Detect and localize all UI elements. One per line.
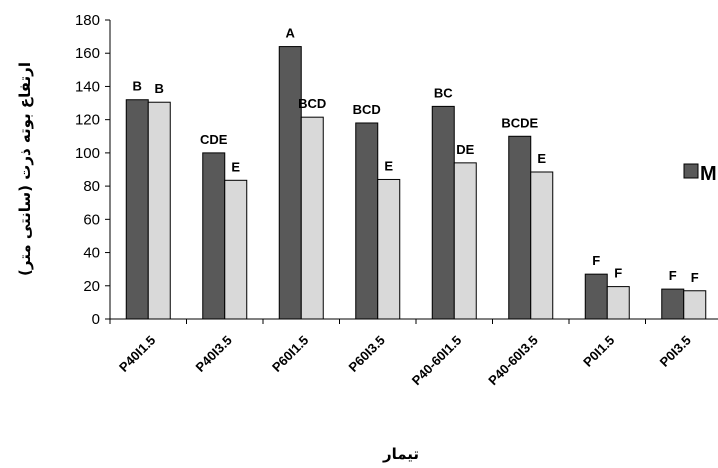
bar bbox=[300, 116, 324, 320]
legend-swatch bbox=[683, 163, 699, 179]
bar-letter-label: DE bbox=[456, 142, 474, 157]
bar bbox=[661, 288, 685, 320]
bar-letter-label: F bbox=[592, 253, 600, 268]
y-tick-label: 60 bbox=[83, 211, 100, 228]
bar bbox=[125, 99, 149, 320]
bar bbox=[530, 171, 554, 320]
y-tick-label: 140 bbox=[75, 78, 100, 95]
y-tick-label: 20 bbox=[83, 278, 100, 295]
bar bbox=[606, 286, 630, 320]
bar bbox=[453, 162, 477, 320]
bar-letter-label: E bbox=[384, 158, 393, 173]
bar bbox=[431, 105, 455, 320]
bar bbox=[584, 273, 608, 320]
bar-letter-label: B bbox=[155, 81, 164, 96]
bar-letter-label: F bbox=[614, 266, 622, 281]
bar-letter-label: E bbox=[231, 159, 240, 174]
bar bbox=[355, 122, 379, 320]
y-tick-label: 80 bbox=[83, 178, 100, 195]
bar bbox=[147, 101, 171, 320]
bar bbox=[377, 178, 401, 320]
x-tick-label: P60I3.5 bbox=[346, 333, 388, 375]
bar bbox=[202, 152, 226, 320]
chart-bars bbox=[125, 46, 707, 320]
bar-letter-label: BCD bbox=[353, 102, 381, 117]
bar-letter-label: F bbox=[669, 268, 677, 283]
bar-letter-label: A bbox=[286, 26, 296, 41]
y-axis-title: ارتفاع بوته ذرت (سانتی متر) bbox=[16, 62, 34, 276]
x-tick-label: P40-60I3.5 bbox=[485, 333, 541, 389]
x-tick-label: P0I1.5 bbox=[580, 333, 617, 370]
x-tick-label: P0I3.5 bbox=[657, 333, 694, 370]
legend: M bbox=[683, 163, 717, 185]
bar-letter-label: E bbox=[537, 151, 546, 166]
legend-entry: M bbox=[700, 163, 717, 185]
bar-letter-label: F bbox=[691, 270, 699, 285]
y-tick-label: 0 bbox=[92, 311, 100, 328]
y-tick-label: 120 bbox=[75, 112, 100, 129]
bar bbox=[224, 179, 248, 320]
y-tick-label: 40 bbox=[83, 245, 100, 262]
x-tick-label: P40I1.5 bbox=[116, 333, 158, 375]
bar-letter-label: B bbox=[133, 79, 142, 94]
bar-letter-label: BCD bbox=[298, 96, 326, 111]
x-axis-title: تیمار bbox=[382, 445, 419, 463]
bar-letter-label: BC bbox=[434, 85, 453, 100]
y-tick-label: 100 bbox=[75, 145, 100, 162]
bar-letter-label: CDE bbox=[200, 132, 228, 147]
bar bbox=[278, 46, 302, 320]
y-tick-label: 180 bbox=[75, 12, 100, 29]
bar bbox=[683, 290, 707, 320]
x-tick-label: P60I1.5 bbox=[269, 333, 311, 375]
x-tick-label: P40-60I1.5 bbox=[409, 333, 465, 389]
x-tick-label: P40I3.5 bbox=[193, 333, 235, 375]
y-tick-label: 160 bbox=[75, 45, 100, 62]
bar-letter-label: BCDE bbox=[501, 115, 538, 130]
bar bbox=[508, 135, 532, 320]
chart-axes: 0 20 40 60 80 100 120 140 160 180 bbox=[75, 12, 718, 328]
